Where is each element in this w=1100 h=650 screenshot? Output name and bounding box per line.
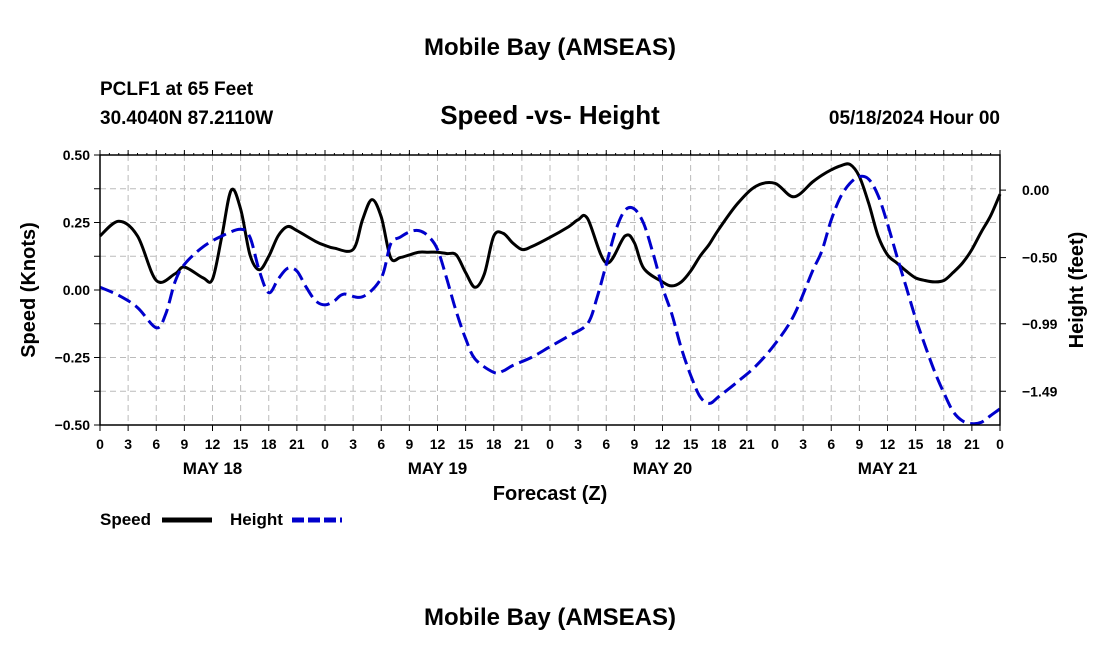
x-tick-label: 21 — [739, 436, 755, 452]
x-tick-label: 15 — [458, 436, 474, 452]
day-label: MAY 21 — [858, 459, 918, 478]
run-time: 05/18/2024 Hour 00 — [829, 108, 1000, 129]
chart-series — [98, 162, 1002, 426]
x-tick-label: 3 — [574, 436, 582, 452]
x-tick-label: 18 — [486, 436, 502, 452]
x-tick-label: 18 — [936, 436, 952, 452]
x-tick-label: 15 — [908, 436, 924, 452]
footer-title: Mobile Bay (AMSEAS) — [424, 604, 676, 631]
x-tick-label: 0 — [321, 436, 329, 452]
y-left-tick-label: −0.25 — [55, 350, 91, 366]
chart-grid — [100, 155, 1000, 425]
x-tick-label: 18 — [261, 436, 277, 452]
x-tick-label: 0 — [771, 436, 779, 452]
x-tick-label: 12 — [430, 436, 446, 452]
station-location: 30.4040N 87.2110W — [100, 108, 273, 129]
x-tick-label: 0 — [96, 436, 104, 452]
x-tick-label: 0 — [546, 436, 554, 452]
x-tick-label: 3 — [799, 436, 807, 452]
chart-title: Speed -vs- Height — [440, 100, 660, 130]
x-tick-label: 6 — [377, 436, 385, 452]
x-tick-label: 12 — [655, 436, 671, 452]
day-label: MAY 19 — [408, 459, 468, 478]
x-tick-label: 21 — [964, 436, 980, 452]
y-left-tick-label: 0.50 — [63, 147, 90, 163]
y-axis-right-label: Height (feet) — [1066, 232, 1088, 349]
x-tick-label: 9 — [180, 436, 188, 452]
station-name: PCLF1 at 65 Feet — [100, 79, 254, 100]
x-tick-label: 6 — [152, 436, 160, 452]
x-tick-label: 3 — [349, 436, 357, 452]
height-series-line — [99, 174, 1001, 426]
y-right-tick-label: −1.49 — [1022, 383, 1058, 399]
x-axis-label: Forecast (Z) — [493, 483, 607, 505]
legend-height-label: Height — [230, 510, 283, 529]
y-right-tick-label: −0.50 — [1022, 250, 1058, 266]
x-tick-label: 21 — [289, 436, 305, 452]
x-tick-label: 15 — [233, 436, 249, 452]
x-tick-label: 6 — [827, 436, 835, 452]
chart-axes: 0 3 6 9 12 15 18 21 0 3 6 9 12 15 18 21 0 3 6 9 12 15 18 21 0 3 6 9… — [55, 147, 1058, 478]
x-tick-label: 12 — [880, 436, 896, 452]
x-tick-label: 21 — [514, 436, 530, 452]
x-tick-label: 3 — [124, 436, 132, 452]
y-right-tick-label: −0.99 — [1022, 316, 1058, 332]
x-tick-label: 9 — [405, 436, 413, 452]
x-tick-label: 6 — [602, 436, 610, 452]
legend-speed-label: Speed — [100, 510, 151, 529]
y-left-tick-label: 0.00 — [63, 282, 90, 298]
x-tick-label: 9 — [855, 436, 863, 452]
x-tick-label: 18 — [711, 436, 727, 452]
y-left-tick-label: −0.50 — [55, 417, 91, 433]
x-tick-label: 15 — [683, 436, 699, 452]
page-title: Mobile Bay (AMSEAS) — [424, 34, 676, 61]
y-axis-left-label: Speed (Knots) — [18, 222, 40, 358]
day-label: MAY 18 — [183, 459, 243, 478]
legend: Speed Height — [100, 510, 342, 529]
speed-series-line — [98, 162, 1002, 289]
y-left-tick-label: 0.25 — [63, 215, 90, 231]
x-tick-label: 0 — [996, 436, 1004, 452]
y-right-tick-label: 0.00 — [1022, 182, 1049, 198]
day-label: MAY 20 — [633, 459, 693, 478]
x-tick-label: 12 — [205, 436, 221, 452]
x-tick-label: 9 — [630, 436, 638, 452]
